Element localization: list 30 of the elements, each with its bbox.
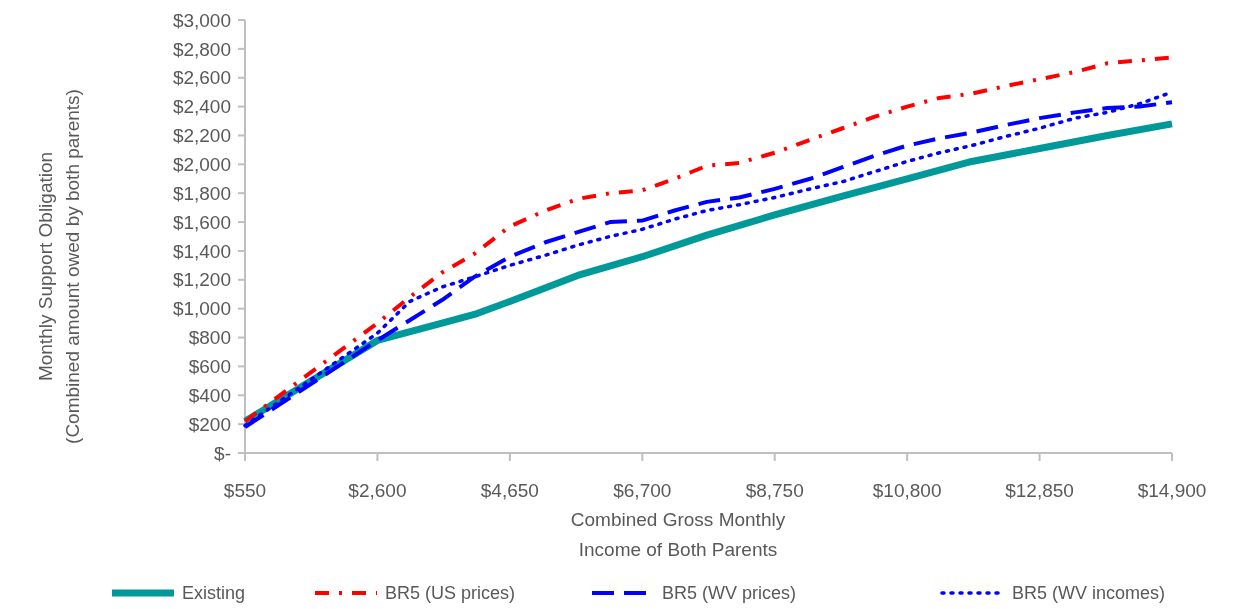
x-tick-label: $4,650 (480, 480, 539, 501)
y-tick-label: $2,800 (172, 38, 231, 60)
x-tick-label: $8,750 (745, 480, 804, 501)
y-tick-label: $400 (188, 384, 231, 406)
y-tick-label: $2,200 (172, 125, 231, 147)
x-axis-title: Combined Gross Monthly Income of Both Parents (570, 509, 786, 560)
legend-label: BR5 (US prices) (385, 583, 516, 604)
legend-label: Existing (182, 583, 246, 604)
y-tick-label: $- (214, 442, 231, 464)
y-tick-label: $2,000 (172, 153, 231, 175)
y-tick-label: $1,200 (172, 269, 231, 291)
x-tick-label: $2,600 (348, 480, 407, 501)
x-tick-label: $6,700 (613, 480, 672, 501)
y-tick-label: $2,600 (172, 67, 231, 89)
legend-label: BR5 (WV incomes) (1012, 583, 1166, 604)
y-tick-label: $600 (188, 356, 231, 378)
y-tick-label: $1,800 (172, 182, 231, 204)
x-tick-label: $12,850 (1005, 480, 1074, 501)
y-tick-label: $800 (188, 327, 231, 349)
x-tick-label: $10,800 (872, 480, 942, 501)
y-tick-label: $2,400 (172, 96, 231, 118)
x-tick-label: $550 (223, 480, 267, 501)
y-tick-label: $1,000 (172, 298, 231, 320)
y-axis-title: Monthly Support Obligation (Combined amount owed by both parents) (35, 89, 83, 444)
x-tick-label: $14,900 (1137, 480, 1207, 501)
y-tick-label: $1,600 (172, 211, 231, 233)
y-tick-label: $3,000 (172, 9, 231, 31)
y-tick-label: $1,400 (172, 240, 231, 262)
y-tick-label: $200 (188, 413, 231, 435)
legend-label: BR5 (WV prices) (662, 583, 797, 604)
